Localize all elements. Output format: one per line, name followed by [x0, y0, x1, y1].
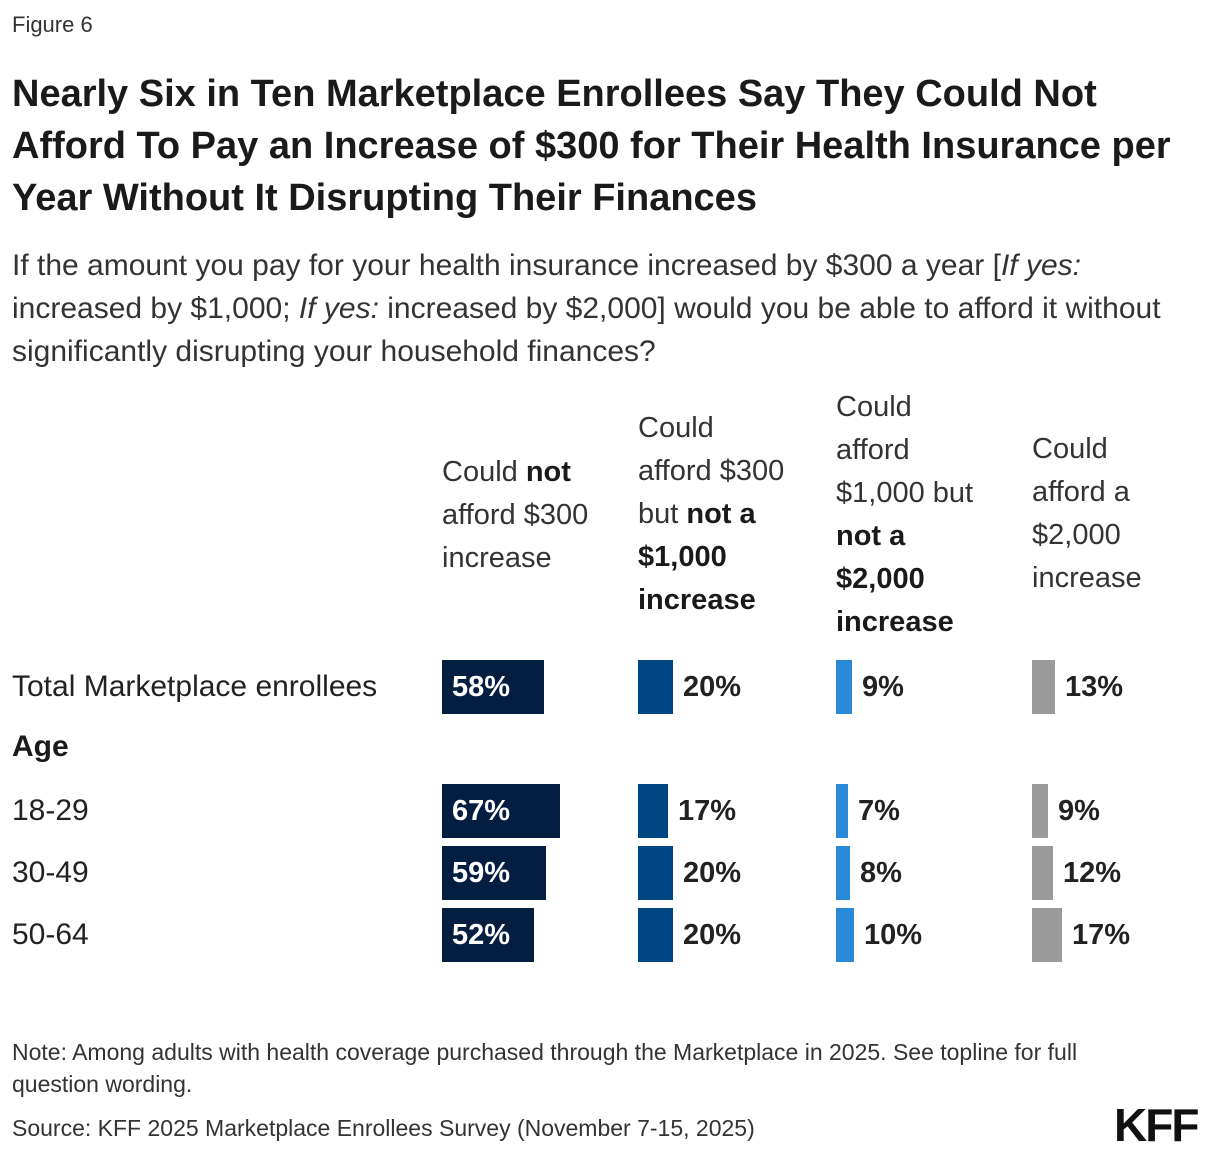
bar	[638, 846, 673, 900]
data-label: 17%	[1072, 919, 1131, 951]
row-label: 50-64	[12, 918, 89, 951]
data-label: 9%	[862, 671, 904, 703]
group-label: Age	[12, 730, 69, 763]
data-label: 20%	[683, 919, 742, 951]
bar	[442, 660, 544, 714]
bar	[638, 908, 673, 962]
bar	[442, 846, 546, 900]
data-label: 52%	[452, 919, 511, 951]
bar	[836, 846, 850, 900]
subtitle-text-1: If the amount you pay for your health in…	[12, 249, 1001, 282]
bar	[1032, 908, 1062, 962]
subtitle-text-3: increased by $2,000] would you be able t…	[12, 292, 1161, 368]
bar	[638, 660, 673, 714]
data-label: 20%	[683, 857, 742, 889]
data-label: 20%	[683, 671, 742, 703]
figure-label: Figure 6	[12, 12, 93, 37]
data-label: 59%	[452, 857, 511, 889]
data-label: 8%	[860, 857, 902, 889]
data-label: 13%	[1065, 671, 1124, 703]
data-label: 67%	[452, 795, 511, 827]
data-label: 58%	[452, 671, 511, 703]
bar	[638, 784, 668, 838]
row-label: 30-49	[12, 856, 89, 889]
column-header-3: Could afford $1,000 but not a $2,000 increase	[836, 391, 974, 638]
bar	[836, 908, 854, 962]
data-label: 10%	[864, 919, 923, 951]
bar	[442, 908, 534, 962]
chart-source: Source: KFF 2025 Marketplace Enrollees S…	[12, 1115, 755, 1141]
data-label: 7%	[858, 795, 900, 827]
column-header-1: Could not afford $300 increase	[442, 456, 589, 574]
data-label: 17%	[678, 795, 737, 827]
subtitle-text-2: increased by $1,000;	[12, 292, 299, 325]
bar	[1032, 846, 1053, 900]
column-header-4: Could afford a $2,000 increase	[1032, 433, 1142, 594]
bar	[836, 660, 852, 714]
row-label: Total Marketplace enrollees	[12, 670, 378, 703]
chart-note: Note: Among adults with health coverage …	[12, 1039, 1078, 1097]
data-label: 9%	[1058, 795, 1100, 827]
chart-subtitle: If the amount you pay for your health in…	[12, 244, 1212, 373]
subtitle-italic-2: If yes:	[298, 292, 379, 325]
chart-title: Nearly Six in Ten Marketplace Enrollees …	[12, 73, 1171, 219]
kff-logo: KFF	[1114, 1099, 1199, 1151]
subtitle-italic-1: If yes:	[1000, 249, 1081, 282]
bar	[836, 784, 848, 838]
bar	[1032, 784, 1048, 838]
bar	[1032, 660, 1055, 714]
column-header-2: Could afford $300 but not a $1,000 increase	[638, 412, 785, 616]
data-label: 12%	[1063, 857, 1122, 889]
bar	[442, 784, 560, 838]
row-label: 18-29	[12, 794, 89, 827]
